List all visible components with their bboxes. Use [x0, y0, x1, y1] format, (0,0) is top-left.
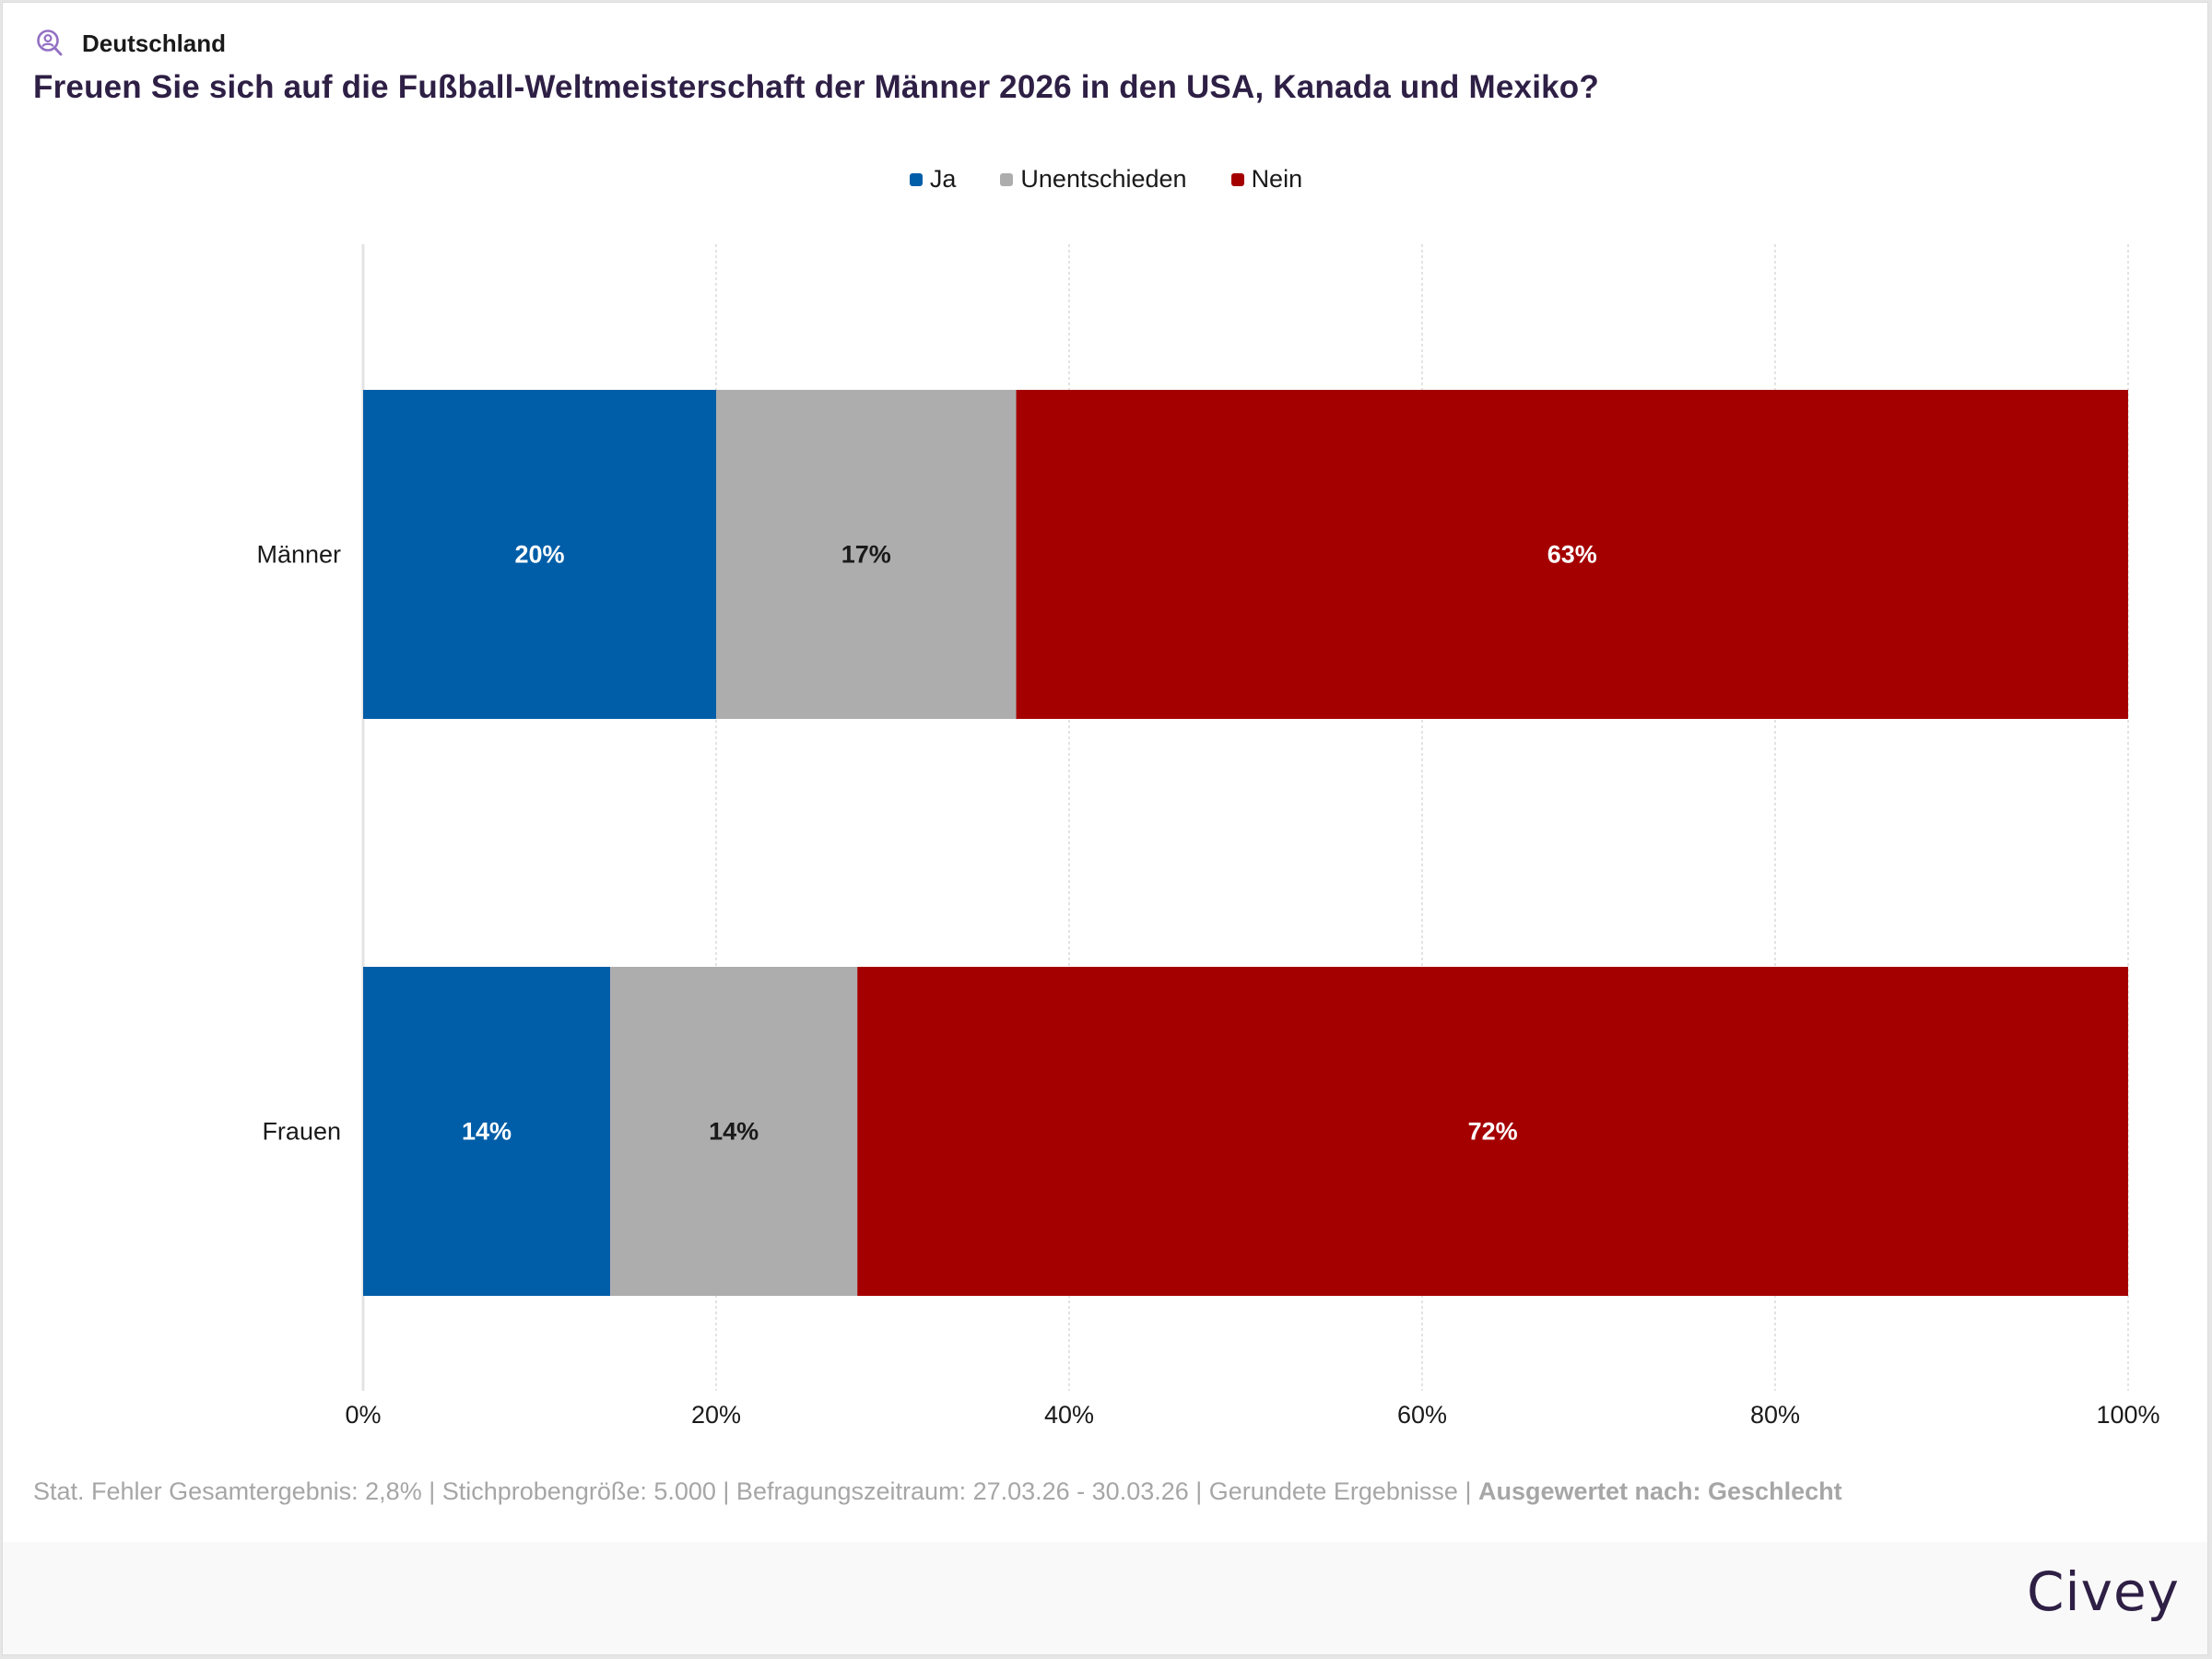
data-label: 14% — [462, 1118, 512, 1146]
x-tick-label: 80% — [1750, 1401, 1800, 1429]
data-label: 72% — [1468, 1118, 1518, 1146]
legend-label-ja: Ja — [929, 165, 957, 193]
stacked-bar-chart: 0% 20% 40% 60% 80% 100% Männer 20% 17% 63% Frauen 1… — [256, 244, 2160, 1429]
category-label: Männer — [256, 541, 341, 569]
footnote-grouping: Ausgewertet nach: Geschlecht — [1477, 1477, 1842, 1505]
data-label: 17% — [841, 541, 891, 569]
bar-segment-ja — [363, 967, 611, 1296]
bar-segment-ja — [363, 390, 716, 719]
footer: Civey — [3, 1542, 2207, 1654]
civey-logo[interactable]: Civey — [2027, 1560, 2180, 1623]
bar-segment-unentschieden — [610, 967, 858, 1296]
footnote-text: Stat. Fehler Gesamtergebnis: 2,8% | Stic… — [33, 1477, 1478, 1505]
person-search-icon — [37, 29, 63, 56]
bar-segment-nein — [1016, 390, 2128, 719]
x-tick-label: 20% — [691, 1401, 741, 1429]
legend-swatch-nein — [1230, 172, 1244, 186]
legend-item-ja[interactable]: Ja — [909, 165, 957, 194]
region-name: Deutschland — [82, 29, 227, 57]
data-label: 63% — [1547, 541, 1597, 569]
category-label: Frauen — [262, 1118, 341, 1146]
legend-label-unentschieden: Unentschieden — [1020, 165, 1187, 193]
legend-item-nein[interactable]: Nein — [1230, 165, 1303, 194]
legend: Ja Unentschieden Nein — [3, 165, 2209, 194]
x-tick-label: 60% — [1397, 1401, 1447, 1429]
x-tick-label: 100% — [2096, 1401, 2159, 1429]
footnote: Stat. Fehler Gesamtergebnis: 2,8% | Stic… — [33, 1477, 1842, 1506]
legend-item-unentschieden[interactable]: Unentschieden — [1000, 165, 1187, 194]
legend-swatch-unentschieden — [1000, 172, 1014, 186]
x-tick-label: 40% — [1044, 1401, 1094, 1429]
x-tick-label: 0% — [345, 1401, 381, 1429]
bar-segment-unentschieden — [716, 390, 1017, 719]
data-label: 20% — [514, 541, 564, 569]
legend-label-nein: Nein — [1251, 165, 1303, 193]
region-label: Deutschland — [37, 28, 227, 59]
chart-title: Freuen Sie sich auf die Fußball-Weltmeis… — [33, 69, 1599, 105]
bar-segment-nein — [857, 967, 2129, 1296]
legend-swatch-ja — [909, 172, 923, 186]
data-label: 14% — [709, 1118, 759, 1146]
